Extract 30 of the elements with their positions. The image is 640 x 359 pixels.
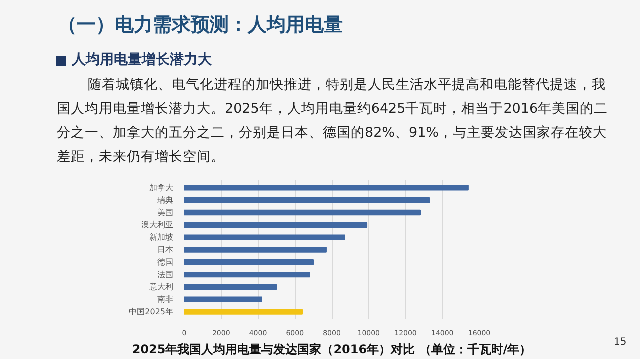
y-tick-label: 瑞典: [158, 196, 174, 205]
text: 分之一、加拿大的五分之二，分别是日本、德国的82%、91%，与主要发达国家存在较大: [57, 124, 608, 143]
y-tick-label: 澳大利亚: [142, 220, 174, 230]
text: 随着城镇化、电气化进程的加快推进，特别是人民生活水平提高和电能替代提速，我: [88, 76, 606, 95]
x-axis-title: 2025年我国人均用电量与发达国家（2016年）对比 （单位：千瓦时/年）: [132, 342, 532, 356]
bar: [184, 260, 314, 266]
text: 差距，未来仍有增长空间。: [57, 148, 225, 167]
y-tick-label: 南非: [158, 295, 174, 304]
bar: [184, 296, 262, 302]
y-tick-label: 日本: [158, 246, 174, 254]
chart-title: （一）电力需求预测：人均用电量: [58, 13, 343, 38]
bar: [184, 284, 278, 290]
y-tick-label: 新加坡: [150, 233, 174, 242]
text: 国人均用电量增长潜力大。2025年，人均用电量约6425千瓦时，相当于2016年美国的二: [57, 100, 608, 119]
bar: [184, 247, 327, 253]
bar: [184, 222, 368, 228]
y-tick-label: 中国2025年: [129, 308, 174, 317]
bar: [184, 185, 469, 191]
chart-subtitle: 人均用电量增长潜力大: [72, 51, 212, 70]
y-tick-label: 意大利: [148, 282, 174, 292]
bar: [184, 272, 310, 278]
text: 15: [614, 336, 627, 350]
bar: [184, 210, 421, 216]
bar: [184, 309, 303, 315]
y-tick-label: 美国: [158, 208, 174, 218]
y-tick-label: 德国: [158, 258, 174, 267]
bar: [184, 234, 346, 240]
bar: [184, 198, 430, 204]
y-tick-label: 加拿大: [150, 183, 174, 192]
y-tick-label: 法国: [158, 270, 174, 280]
